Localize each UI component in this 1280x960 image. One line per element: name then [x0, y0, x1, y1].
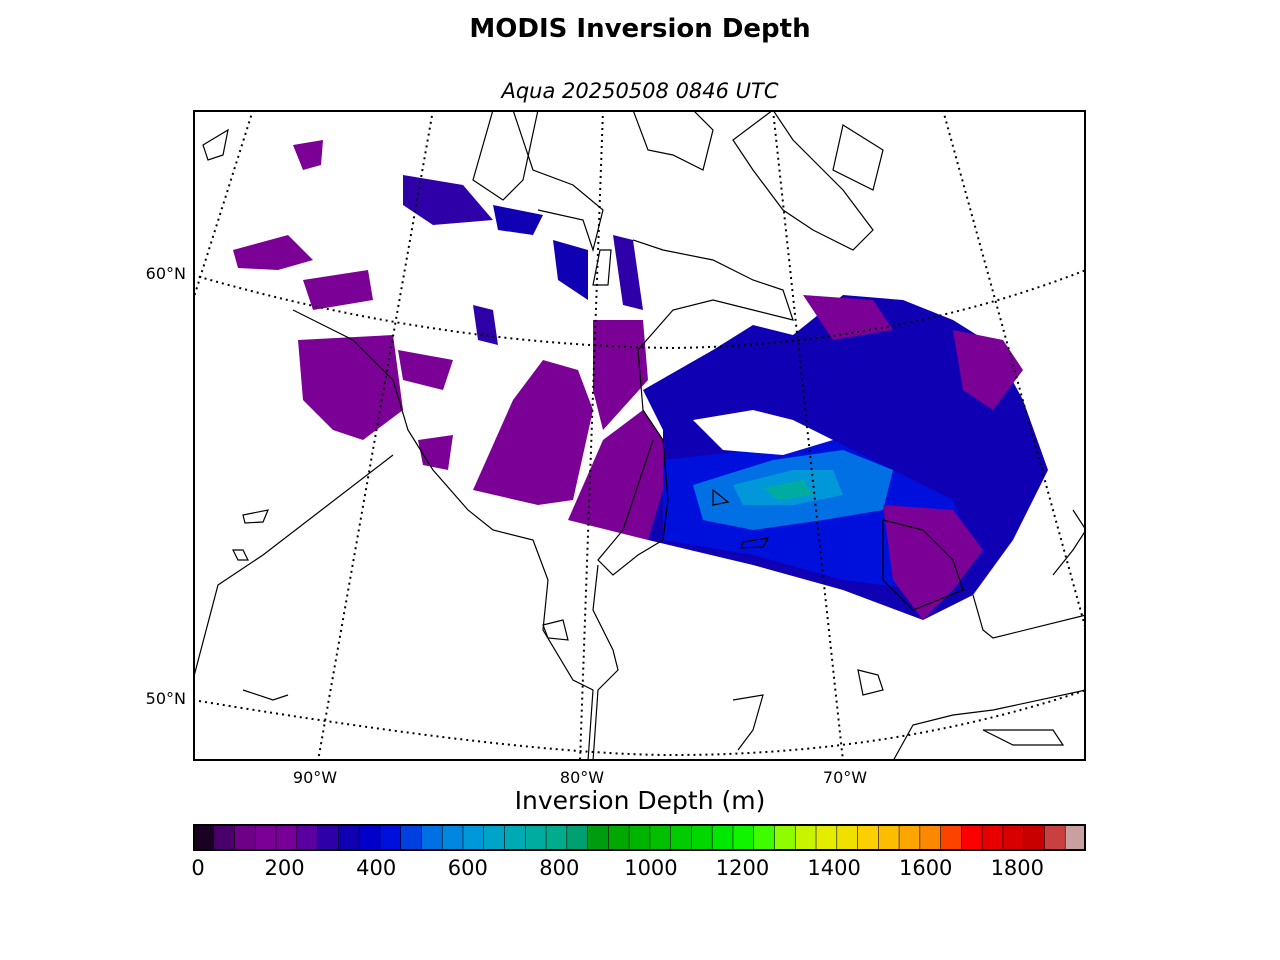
- colorbar-segment: [795, 824, 817, 851]
- colorbar-segment: [234, 824, 256, 851]
- colorbar-segment: [629, 824, 651, 851]
- lon-label-70w: 70°W: [822, 768, 868, 787]
- lat-label-50: 50°N: [145, 689, 186, 708]
- map-border: [193, 110, 1086, 761]
- data-region-north: [613, 235, 643, 310]
- colorbar-segment: [338, 824, 360, 851]
- colorbar-segment: [649, 824, 672, 851]
- colorbar-segment: [255, 824, 277, 851]
- colorbar-segment: [504, 824, 526, 851]
- data-region-north: [553, 240, 588, 300]
- colorbar-border: [193, 824, 1086, 851]
- data-region-north: [403, 175, 493, 225]
- colorbar-tick-label: 200: [264, 856, 305, 880]
- colorbar-tick-label: 1800: [990, 856, 1045, 880]
- colorbar-segment: [213, 824, 236, 851]
- data-region-west: [418, 435, 453, 470]
- colorbar-segment: [899, 824, 921, 851]
- data-region-west: [303, 270, 373, 310]
- colorbar-segment: [587, 824, 609, 851]
- data-region-main-swath: [763, 480, 813, 500]
- colorbar-segment: [857, 824, 879, 851]
- inversion-data-layer: [233, 140, 1048, 620]
- colorbar-segment: [1002, 824, 1025, 851]
- colorbar-tick-label: 800: [539, 856, 580, 880]
- data-region-central: [568, 410, 668, 540]
- colorbar-segment: [712, 824, 734, 851]
- coastlines: [193, 110, 1086, 761]
- colorbar-tick-label: 0: [191, 856, 205, 880]
- colorbar-segment: [608, 824, 630, 851]
- no-data-gap: [693, 410, 833, 455]
- colorbar-segment: [670, 824, 693, 851]
- colorbar-segment: [1044, 824, 1066, 851]
- colorbar-segment: [400, 824, 423, 851]
- colorbar-tick-label: 1000: [624, 856, 678, 880]
- map-panel: [193, 110, 1086, 761]
- colorbar: [193, 824, 1086, 851]
- colorbar-segment: [483, 824, 506, 851]
- colorbar-segment: [276, 824, 298, 851]
- data-region-north: [473, 305, 498, 345]
- lon-label-80w: 80°W: [559, 768, 605, 787]
- colorbar-segment: [193, 824, 215, 851]
- colorbar-segment: [442, 824, 464, 851]
- colorbar-segment: [919, 824, 942, 851]
- colorbar-segment: [753, 824, 776, 851]
- data-region-west: [298, 335, 403, 440]
- lon-label-90w: 90°W: [292, 768, 338, 787]
- colorbar-segment: [359, 824, 381, 851]
- colorbar-segment: [732, 824, 755, 851]
- data-region-central: [593, 320, 648, 430]
- colorbar-segment: [940, 824, 962, 851]
- colorbar-segment: [878, 824, 900, 851]
- colorbar-tick-label: 1400: [807, 856, 861, 880]
- page-subtitle: Aqua 20250508 0846 UTC: [501, 79, 779, 103]
- colorbar-tick-label: 400: [356, 856, 397, 880]
- data-region-central: [473, 360, 593, 505]
- colorbar-tick-label: 600: [447, 856, 488, 880]
- data-region-northeast: [803, 295, 893, 340]
- colorbar-segment: [774, 824, 796, 851]
- colorbar-segment: [462, 824, 485, 851]
- colorbar-segment: [961, 824, 983, 851]
- data-region-west: [233, 235, 313, 270]
- colorbar-segment: [379, 824, 402, 851]
- colorbar-segment: [525, 824, 547, 851]
- lat-label-60: 60°N: [145, 264, 186, 283]
- colorbar-tick-label: 1600: [898, 856, 953, 880]
- colorbar-segment: [836, 824, 859, 851]
- colorbar-segment: [982, 824, 1004, 851]
- colorbar-label: Inversion Depth (m): [514, 786, 766, 815]
- data-region-east: [883, 505, 983, 620]
- colorbar-segment: [691, 824, 713, 851]
- graticule: [193, 110, 1086, 761]
- colorbar-segment: [566, 824, 589, 851]
- colorbar-segment: [317, 824, 339, 851]
- data-region-west: [398, 350, 453, 390]
- colorbar-segment: [1065, 824, 1086, 851]
- data-region-east: [953, 330, 1023, 410]
- colorbar-segment: [546, 824, 568, 851]
- page-title: MODIS Inversion Depth: [469, 14, 811, 44]
- data-region-west: [293, 140, 323, 170]
- data-region-north: [493, 205, 543, 235]
- colorbar-segment: [816, 824, 838, 851]
- colorbar-segment: [1023, 824, 1046, 851]
- colorbar-segment: [421, 824, 443, 851]
- colorbar-tick-label: 1200: [715, 856, 770, 880]
- colorbar-segment: [296, 824, 319, 851]
